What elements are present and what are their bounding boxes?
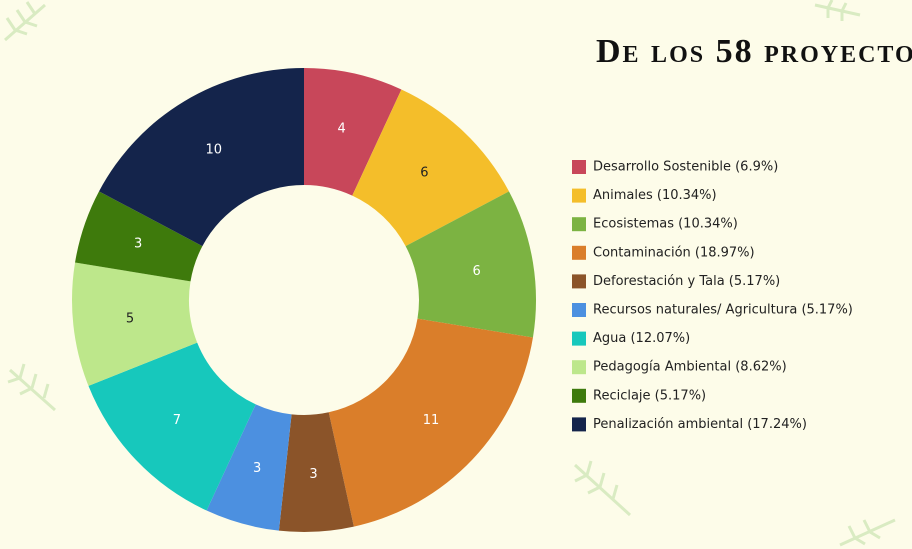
data-label: 7 — [173, 413, 181, 428]
slice — [88, 342, 256, 511]
legend-swatch — [572, 388, 586, 403]
slice — [72, 262, 198, 386]
slice — [328, 318, 533, 527]
data-label: 3 — [309, 467, 317, 482]
slice — [405, 191, 536, 338]
legend-label: Pedagogía Ambiental (8.62%) — [593, 360, 787, 375]
legend-swatch — [572, 217, 586, 232]
legend-label: Ecosistemas (10.34%) — [593, 217, 738, 232]
slice — [352, 89, 509, 247]
slice — [75, 191, 203, 282]
slice — [99, 68, 304, 247]
data-label: 4 — [337, 122, 345, 137]
legend-swatch — [572, 417, 586, 432]
legend-label: Animales (10.34%) — [593, 188, 717, 203]
legend-swatch — [572, 274, 586, 289]
legend-swatch — [572, 331, 586, 346]
data-label: 6 — [473, 264, 481, 279]
legend-label: Contaminación (18.97%) — [593, 245, 755, 260]
chart-title: De los 58 proyectos: — [596, 33, 912, 70]
slice — [206, 404, 292, 531]
data-label: 11 — [423, 413, 440, 428]
decoration — [4, 0, 896, 547]
data-label: 3 — [253, 461, 261, 476]
data-label: 5 — [126, 311, 134, 326]
legend-swatch — [572, 160, 586, 174]
legend-label: Penalización ambiental (17.24%) — [593, 417, 807, 432]
legend-swatch — [572, 245, 586, 260]
data-label: 6 — [420, 165, 428, 180]
slice — [278, 412, 354, 533]
legend-swatch — [572, 188, 586, 203]
legend-label: Deforestación y Tala (5.17%) — [593, 274, 780, 289]
data-label: 3 — [134, 237, 142, 252]
data-label: 10 — [206, 143, 223, 158]
legend-label: Reciclaje (5.17%) — [593, 388, 706, 403]
legend-label: Desarrollo Sostenible (6.9%) — [593, 160, 778, 175]
legend-swatch — [572, 360, 586, 375]
legend-label: Recursos naturales/ Agricultura (5.17%) — [593, 303, 853, 318]
legend-label: Agua (12.07%) — [593, 331, 690, 346]
slice — [304, 68, 402, 196]
legend-swatch — [572, 303, 586, 317]
